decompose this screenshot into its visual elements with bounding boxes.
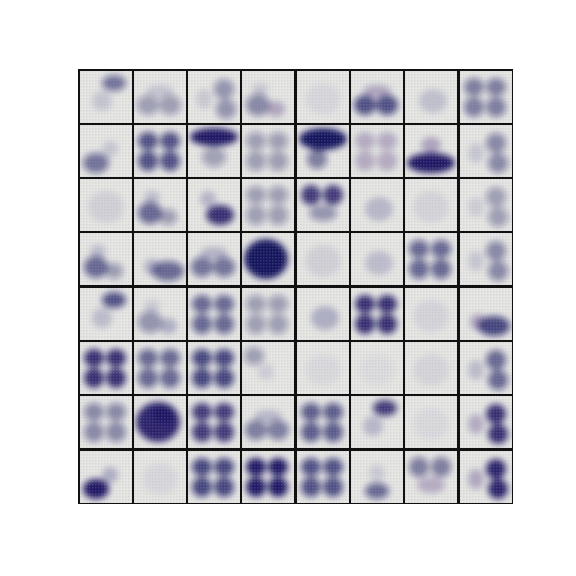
sample-tile xyxy=(242,179,295,232)
sample-tile xyxy=(459,396,512,449)
sample-tile xyxy=(405,450,458,503)
sample-tile xyxy=(133,287,186,340)
sample-tile xyxy=(188,396,241,449)
sample-tile xyxy=(133,396,186,449)
sample-tile xyxy=(459,233,512,286)
sample-tile xyxy=(188,70,241,123)
sample-tile xyxy=(296,396,349,449)
sample-tile xyxy=(351,450,403,503)
sample-tile xyxy=(351,233,403,286)
sample-tile xyxy=(79,70,132,123)
sample-tile xyxy=(79,179,132,232)
sample-tile xyxy=(79,233,132,286)
sample-tile xyxy=(188,450,241,503)
sample-tile xyxy=(242,450,295,503)
sample-tile xyxy=(296,287,349,340)
sample-tile xyxy=(133,233,186,286)
sample-tile xyxy=(459,450,512,503)
sample-tile xyxy=(242,70,295,123)
sample-tile xyxy=(459,70,512,123)
sample-tile xyxy=(351,396,403,449)
sample-tile xyxy=(188,179,241,232)
sample-tile xyxy=(242,396,295,449)
sample-tile xyxy=(405,233,458,286)
sample-tile xyxy=(459,287,512,340)
sample-tile xyxy=(188,233,241,286)
sample-tile xyxy=(351,287,403,340)
sample-tile xyxy=(405,287,458,340)
sample-tile xyxy=(296,342,349,394)
sample-tile xyxy=(459,342,512,394)
sample-tile xyxy=(133,179,186,232)
sample-tile xyxy=(79,396,132,449)
sample-tile xyxy=(459,124,512,177)
sample-tile xyxy=(296,179,349,232)
image-grid xyxy=(78,69,513,504)
sample-tile xyxy=(296,70,349,123)
sample-tile xyxy=(296,450,349,503)
sample-tile xyxy=(242,233,295,286)
sample-tile xyxy=(79,342,132,394)
sample-tile xyxy=(405,396,458,449)
sample-tile xyxy=(405,124,458,177)
sample-tile xyxy=(351,342,403,394)
sample-tile xyxy=(351,179,403,232)
sample-tile xyxy=(133,450,186,503)
sample-tile xyxy=(351,70,403,123)
sample-tile xyxy=(405,342,458,394)
sample-tile xyxy=(79,124,132,177)
sample-tile xyxy=(296,233,349,286)
sample-tile xyxy=(242,342,295,394)
sample-tile xyxy=(296,124,349,177)
sample-tile xyxy=(79,450,132,503)
sample-tile xyxy=(405,70,458,123)
sample-tile xyxy=(242,287,295,340)
sample-tile xyxy=(133,342,186,394)
sample-tile xyxy=(405,179,458,232)
sample-tile xyxy=(188,287,241,340)
sample-tile xyxy=(459,179,512,232)
sample-tile xyxy=(188,124,241,177)
sample-tile xyxy=(242,124,295,177)
sample-tile xyxy=(133,124,186,177)
sample-tile xyxy=(79,287,132,340)
sample-tile xyxy=(188,342,241,394)
sample-tile xyxy=(133,70,186,123)
sample-tile xyxy=(351,124,403,177)
